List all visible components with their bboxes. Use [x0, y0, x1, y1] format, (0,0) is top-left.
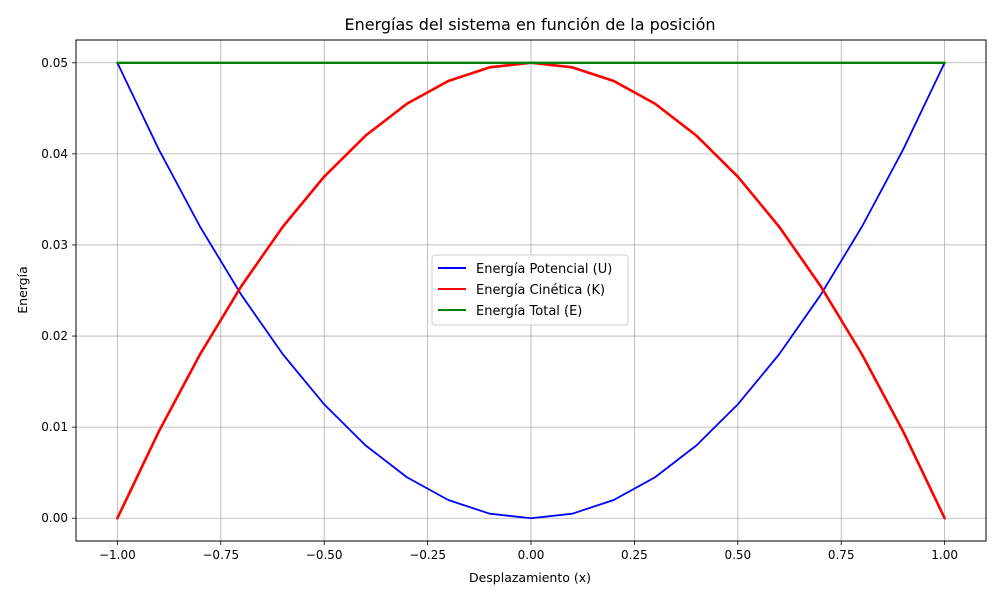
chart-title: Energías del sistema en función de la po… [344, 15, 715, 34]
legend-label: Energía Cinética (K) [476, 283, 605, 298]
y-tick-label: 0.03 [41, 238, 68, 252]
legend: Energía Potencial (U) Energía Cinética (K… [431, 254, 629, 326]
legend-label: Energía Potencial (U) [476, 262, 612, 277]
x-axis: −1.00 −0.75 −0.50 −0.25 0.00 0.25 0.50 0.75 1.00 [99, 541, 958, 562]
legend-box [431, 254, 629, 326]
y-tick-label: 0.04 [41, 147, 68, 161]
x-tick-label: 0.75 [828, 548, 855, 562]
x-tick-label: −0.25 [409, 548, 446, 562]
y-axis-title: Energía [15, 266, 30, 314]
series-line-energia-potencial-u [116, 61, 946, 520]
x-tick-label: 0.00 [518, 548, 545, 562]
y-tick-label: 0.01 [41, 420, 68, 434]
series-group [116, 61, 946, 520]
y-tick-label: 0.00 [41, 511, 68, 525]
x-tick-label: −0.50 [306, 548, 343, 562]
y-tick-label: 0.05 [41, 56, 68, 70]
x-tick-label: −0.75 [202, 548, 239, 562]
x-tick-label: 0.50 [724, 548, 751, 562]
x-axis-title: Desplazamiento (x) [469, 570, 591, 585]
x-tick-label: 0.25 [621, 548, 648, 562]
y-tick-label: 0.02 [41, 329, 68, 343]
x-tick-label: −1.00 [99, 548, 136, 562]
y-axis: 0.00 0.01 0.02 0.03 0.04 0.05 [41, 56, 76, 525]
legend-label: Energía Total (E) [476, 304, 582, 319]
x-tick-label: 1.00 [931, 548, 958, 562]
